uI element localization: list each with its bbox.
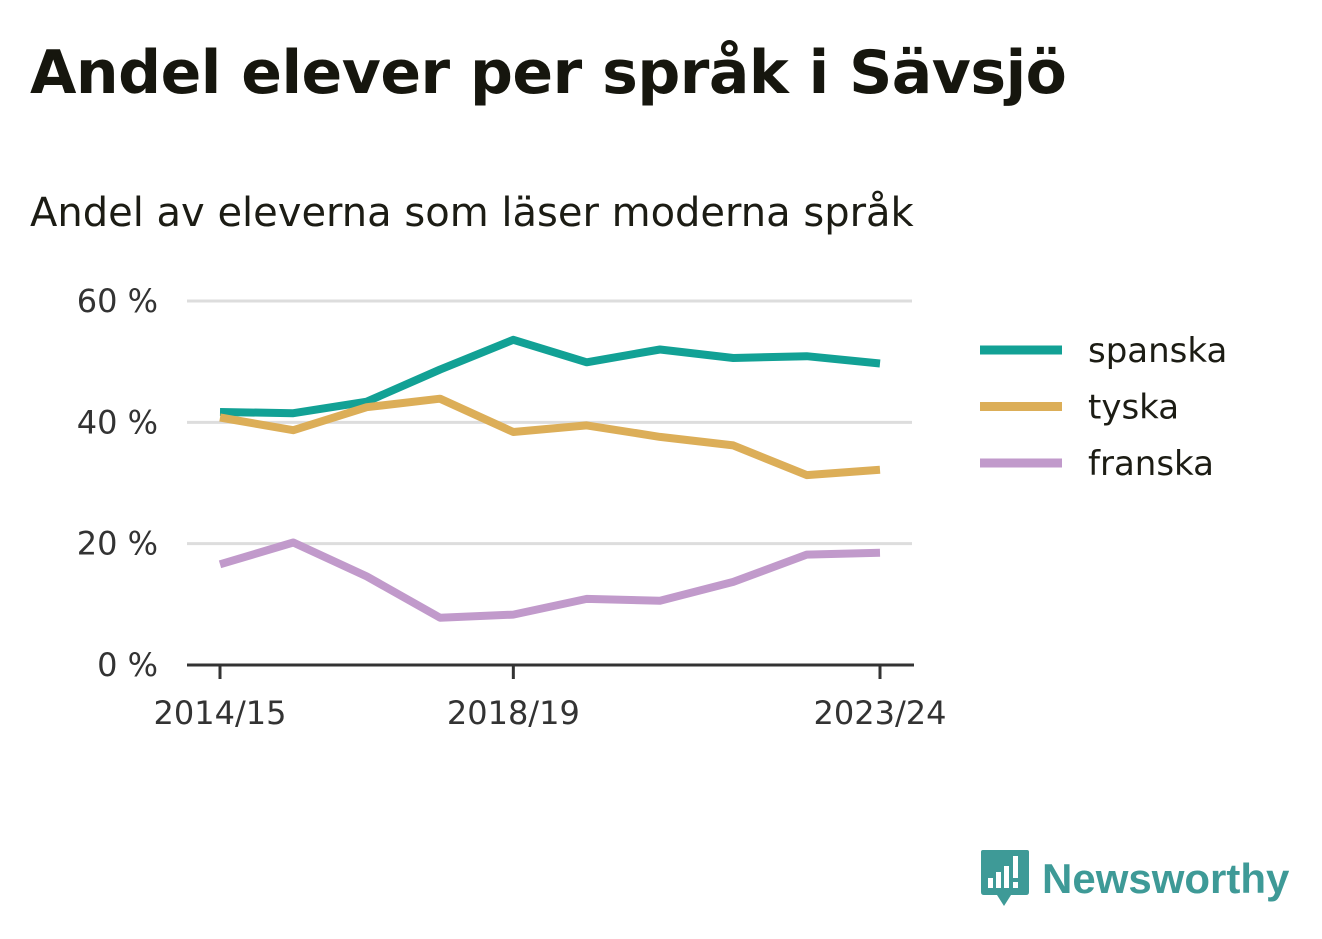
line-chart: 0 % 20 % 40 % 60 % 2014/15 2018/19 2023/24 sp… (77, 282, 1228, 732)
x-tick-label: 2023/24 (814, 694, 947, 732)
y-tick-label: 60 % (77, 282, 158, 320)
legend-label-tyska: tyska (1088, 388, 1179, 428)
legend: spanska tyska franska (980, 331, 1227, 484)
legend-label-spanska: spanska (1088, 331, 1227, 371)
x-tick-label: 2018/19 (447, 694, 580, 732)
series-lines (218, 335, 881, 622)
chart-subtitle: Andel av eleverna som läser moderna språ… (30, 190, 914, 236)
x-axis-labels: 2014/15 2018/19 2023/24 (154, 694, 947, 732)
series-line-spanska (219, 335, 881, 418)
y-tick-label: 20 % (77, 525, 158, 563)
x-axis (187, 663, 914, 679)
x-tick-label: 2014/15 (154, 694, 287, 732)
newsworthy-logo-icon (981, 850, 1029, 906)
y-tick-label: 40 % (77, 403, 158, 441)
legend-label-franska: franska (1088, 444, 1214, 484)
y-tick-label: 0 % (97, 646, 158, 684)
grid-lines (187, 299, 912, 546)
brand: Newsworthy (980, 848, 1289, 910)
series-line-tyska (219, 394, 881, 480)
y-axis-labels: 0 % 20 % 40 % 60 % (77, 282, 158, 684)
chart-title: Andel elever per språk i Sävsjö (30, 38, 1067, 108)
brand-name: Newsworthy (1042, 855, 1290, 902)
series-line-franska (218, 538, 881, 622)
